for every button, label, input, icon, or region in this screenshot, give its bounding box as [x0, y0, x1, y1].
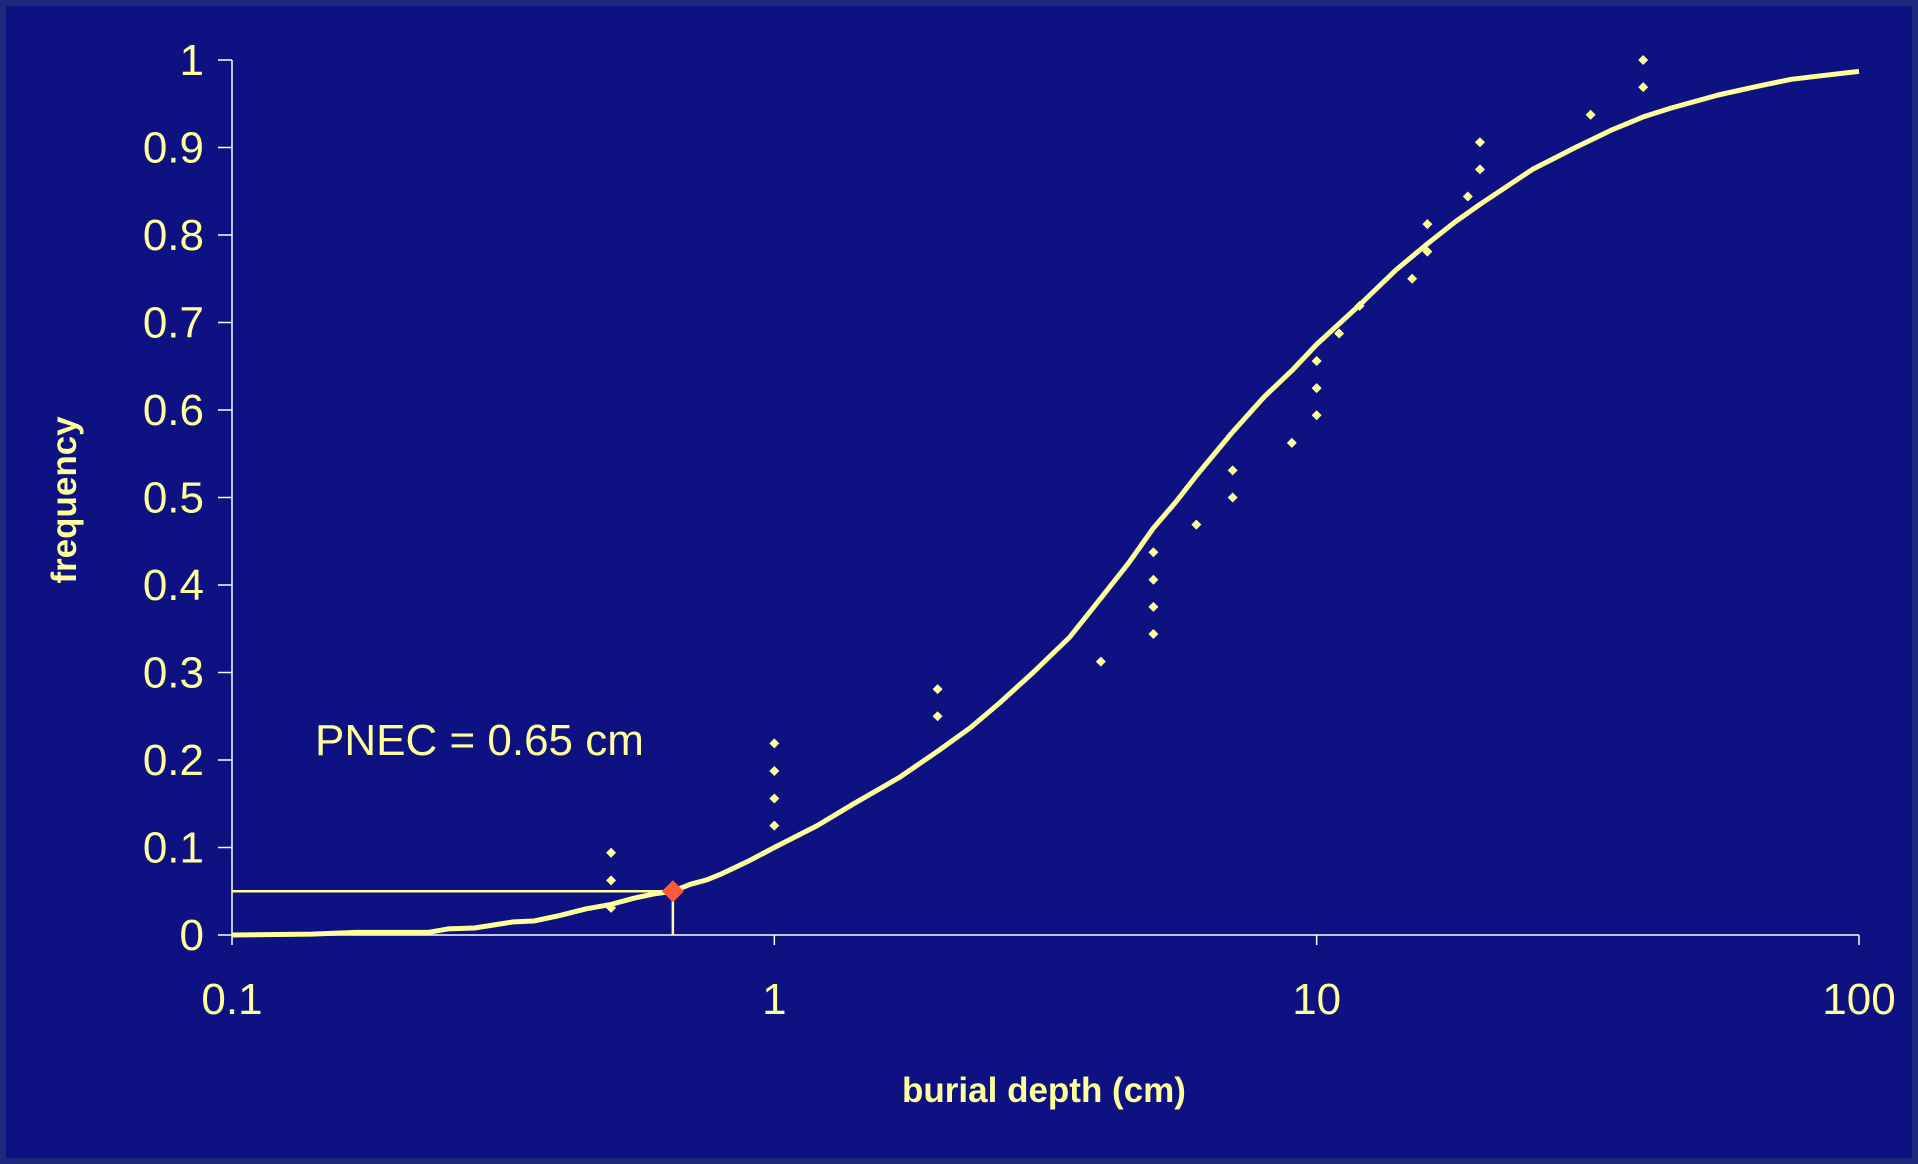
observation-point	[769, 738, 780, 749]
observation-point	[1462, 191, 1473, 202]
observation-point	[1585, 109, 1596, 120]
observation-point	[1354, 300, 1365, 311]
y-tick-label: 0	[180, 911, 204, 960]
observation-point	[1148, 629, 1159, 639]
observation-point	[1286, 437, 1297, 448]
observation-point	[1422, 219, 1433, 230]
observation-point	[1474, 137, 1485, 148]
y-tick-label: 0.4	[143, 561, 204, 610]
observation-point	[1148, 547, 1159, 558]
axes: 0 0.1 0.2 0.3 0.4 0.5 0.6 0.7 0.8 0.9 1 0.1 1 10 100	[143, 36, 1896, 1024]
y-tick-label: 0.3	[143, 649, 204, 698]
observation-point	[1311, 356, 1322, 366]
y-axis-title: frequency	[45, 416, 84, 584]
observation-point	[606, 875, 617, 886]
observation-point	[1191, 519, 1202, 530]
observation-point	[606, 902, 617, 913]
observation-point	[1474, 164, 1485, 175]
fitted-curve	[231, 68, 1860, 938]
observation-point	[932, 711, 943, 722]
observation-point	[1638, 55, 1649, 65]
x-axis-title: burial depth (cm)	[902, 1071, 1186, 1110]
observation-point	[1227, 465, 1238, 476]
observation-points	[606, 55, 1649, 913]
observation-point	[1311, 383, 1322, 394]
y-tick-label: 1	[180, 36, 204, 85]
x-tick-label: 10	[1292, 975, 1341, 1024]
x-tick-label: 100	[1822, 975, 1895, 1024]
observation-point	[1227, 492, 1238, 503]
observation-point	[1422, 246, 1433, 257]
observation-point	[1407, 273, 1418, 284]
observation-point	[769, 765, 780, 776]
observation-point	[1638, 82, 1649, 93]
y-tick-label: 0.9	[143, 124, 204, 173]
observation-point	[606, 847, 617, 858]
x-tick-label: 1	[762, 975, 786, 1024]
y-tick-label: 0.2	[143, 736, 204, 785]
x-tick-label: 0.1	[201, 975, 262, 1024]
observation-point	[769, 820, 780, 831]
pnec-marker	[661, 880, 684, 903]
y-tick-label: 0.7	[143, 299, 204, 348]
y-tick-label: 0.6	[143, 386, 204, 435]
observation-point	[769, 793, 780, 804]
observation-point	[1334, 328, 1345, 339]
y-tick-label: 0.5	[143, 474, 204, 523]
observation-point	[932, 684, 943, 695]
observation-point	[1095, 656, 1106, 667]
observation-point	[1311, 410, 1322, 421]
y-tick-label: 0.1	[143, 824, 204, 873]
observation-point	[1148, 601, 1159, 612]
y-tick-label: 0.8	[143, 211, 204, 260]
observation-point	[1148, 574, 1159, 585]
pnec-annotation: PNEC = 0.65 cm	[315, 716, 644, 765]
